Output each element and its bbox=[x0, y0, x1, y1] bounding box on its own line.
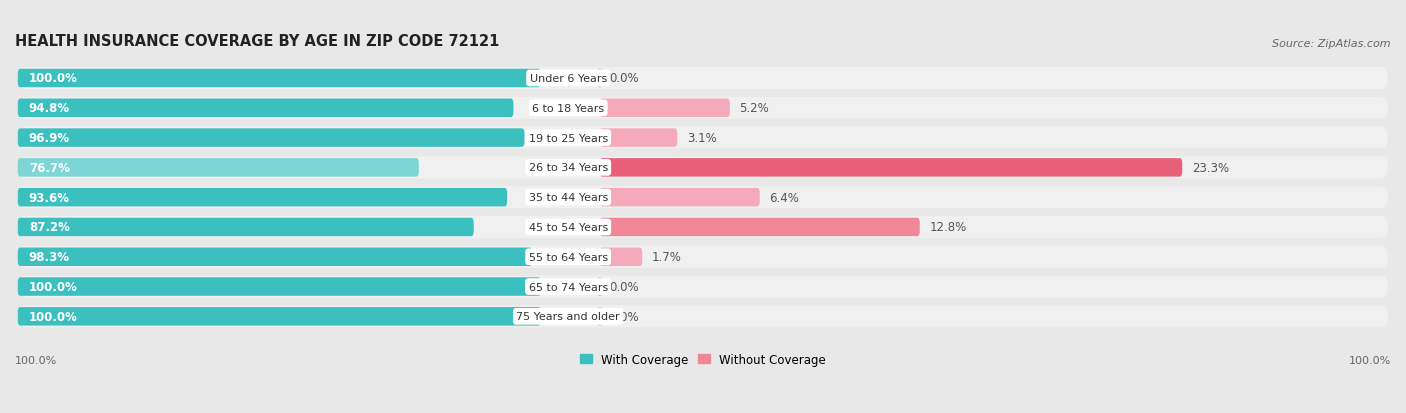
Text: 5.2%: 5.2% bbox=[740, 102, 769, 115]
FancyBboxPatch shape bbox=[598, 69, 602, 88]
Text: 94.8%: 94.8% bbox=[28, 102, 70, 115]
Text: 100.0%: 100.0% bbox=[15, 356, 58, 366]
FancyBboxPatch shape bbox=[600, 188, 759, 207]
Text: 19 to 25 Years: 19 to 25 Years bbox=[529, 133, 607, 143]
Text: 100.0%: 100.0% bbox=[28, 72, 77, 85]
Text: 6.4%: 6.4% bbox=[769, 191, 799, 204]
Text: 100.0%: 100.0% bbox=[28, 280, 77, 293]
FancyBboxPatch shape bbox=[18, 306, 1388, 328]
FancyBboxPatch shape bbox=[18, 188, 508, 207]
FancyBboxPatch shape bbox=[598, 278, 602, 296]
FancyBboxPatch shape bbox=[18, 216, 1388, 238]
Text: 6 to 18 Years: 6 to 18 Years bbox=[531, 104, 605, 114]
Text: 35 to 44 Years: 35 to 44 Years bbox=[529, 193, 607, 203]
FancyBboxPatch shape bbox=[18, 246, 1388, 268]
Text: Source: ZipAtlas.com: Source: ZipAtlas.com bbox=[1272, 39, 1391, 49]
FancyBboxPatch shape bbox=[600, 129, 678, 147]
Text: 76.7%: 76.7% bbox=[28, 161, 70, 174]
FancyBboxPatch shape bbox=[600, 218, 920, 237]
FancyBboxPatch shape bbox=[18, 248, 531, 266]
Text: 26 to 34 Years: 26 to 34 Years bbox=[529, 163, 607, 173]
Text: Under 6 Years: Under 6 Years bbox=[530, 74, 607, 84]
Text: 100.0%: 100.0% bbox=[1348, 356, 1391, 366]
Text: 3.1%: 3.1% bbox=[688, 132, 717, 145]
Text: 65 to 74 Years: 65 to 74 Years bbox=[529, 282, 607, 292]
FancyBboxPatch shape bbox=[600, 248, 643, 266]
FancyBboxPatch shape bbox=[18, 187, 1388, 209]
FancyBboxPatch shape bbox=[18, 68, 1388, 90]
Text: 23.3%: 23.3% bbox=[1192, 161, 1229, 174]
FancyBboxPatch shape bbox=[18, 218, 474, 237]
Text: 0.0%: 0.0% bbox=[609, 310, 640, 323]
Text: 0.0%: 0.0% bbox=[609, 72, 640, 85]
FancyBboxPatch shape bbox=[18, 157, 1388, 179]
Text: 87.2%: 87.2% bbox=[28, 221, 70, 234]
Text: 12.8%: 12.8% bbox=[929, 221, 967, 234]
FancyBboxPatch shape bbox=[18, 307, 541, 326]
FancyBboxPatch shape bbox=[18, 99, 513, 118]
Text: 96.9%: 96.9% bbox=[28, 132, 70, 145]
Text: 1.7%: 1.7% bbox=[652, 251, 682, 263]
Text: 0.0%: 0.0% bbox=[609, 280, 640, 293]
FancyBboxPatch shape bbox=[18, 127, 1388, 149]
FancyBboxPatch shape bbox=[18, 278, 541, 296]
FancyBboxPatch shape bbox=[18, 69, 541, 88]
FancyBboxPatch shape bbox=[598, 307, 602, 326]
FancyBboxPatch shape bbox=[600, 159, 1182, 177]
Legend: With Coverage, Without Coverage: With Coverage, Without Coverage bbox=[579, 353, 827, 366]
Text: 98.3%: 98.3% bbox=[28, 251, 70, 263]
Text: 100.0%: 100.0% bbox=[28, 310, 77, 323]
Text: 93.6%: 93.6% bbox=[28, 191, 70, 204]
Text: 55 to 64 Years: 55 to 64 Years bbox=[529, 252, 607, 262]
FancyBboxPatch shape bbox=[18, 97, 1388, 119]
FancyBboxPatch shape bbox=[600, 99, 730, 118]
Text: 45 to 54 Years: 45 to 54 Years bbox=[529, 223, 607, 233]
FancyBboxPatch shape bbox=[18, 276, 1388, 298]
Text: HEALTH INSURANCE COVERAGE BY AGE IN ZIP CODE 72121: HEALTH INSURANCE COVERAGE BY AGE IN ZIP … bbox=[15, 34, 499, 49]
Text: 75 Years and older: 75 Years and older bbox=[516, 311, 620, 322]
FancyBboxPatch shape bbox=[18, 159, 419, 177]
FancyBboxPatch shape bbox=[18, 129, 524, 147]
